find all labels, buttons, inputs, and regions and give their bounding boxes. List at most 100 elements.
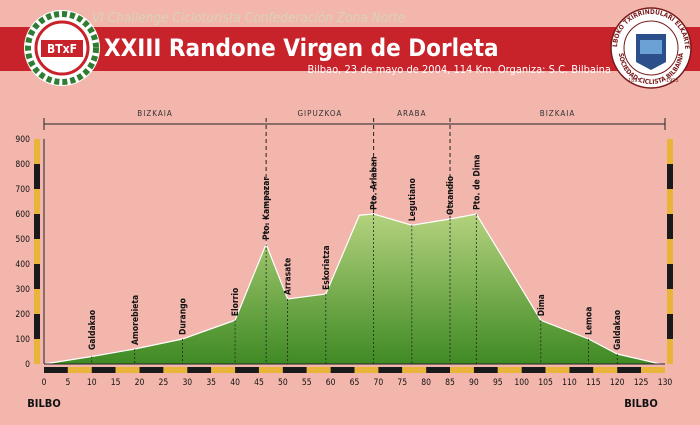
y-axis-bar-segment (667, 139, 673, 164)
place-label: Dima (537, 294, 547, 316)
x-axis-bar-segment (402, 367, 427, 373)
y-axis-bar-segment (667, 239, 673, 264)
y-tick-label: 600 (15, 210, 30, 220)
x-axis-bar-segment (545, 367, 570, 373)
y-axis-bar-segment (667, 164, 673, 189)
x-tick-label: 25 (159, 378, 169, 388)
x-tick-label: 10 (87, 378, 97, 388)
x-tick-label: 130 (658, 378, 673, 388)
x-axis-bar-segment (521, 367, 546, 373)
x-tick-label: 95 (493, 378, 503, 388)
x-axis-bar-segment (497, 367, 522, 373)
y-tick-label: 0 (25, 360, 30, 370)
y-axis-bar-segment (34, 314, 40, 339)
y-tick-label: 400 (15, 260, 30, 270)
y-axis-bar-segment (667, 214, 673, 239)
place-label: Galdakao (613, 310, 623, 350)
place-label: Durango (179, 298, 189, 335)
x-axis-bar-segment (569, 367, 594, 373)
x-tick-label: 5 (65, 378, 70, 388)
region-label: BIZKAIA (137, 109, 173, 118)
place-label: Otxandio (446, 176, 456, 215)
x-tick-label: 120 (610, 378, 625, 388)
y-axis: 0 100 200 300 400 500 600 700 800 900 (15, 135, 673, 370)
x-tick-label: 115 (586, 378, 601, 388)
x-axis-bar-segment (426, 367, 451, 373)
place-labels: Galdakao Amorebieta Durango Elorrio Pto. Kam… (88, 155, 623, 364)
place-label: Elorrio (231, 288, 241, 317)
x-tick-label: 50 (278, 378, 288, 388)
x-axis-bar-segment (258, 367, 283, 373)
right-logo-year-left: 1895 (628, 78, 641, 84)
profile-point (358, 214, 361, 217)
place-label: Arrasate (284, 258, 294, 295)
club-logo-left: BTxF (24, 10, 100, 86)
x-axis-bar-segment (617, 367, 642, 373)
y-axis-bar-segment (667, 289, 673, 314)
y-axis-bar-segment (34, 339, 40, 364)
x-axis-bar-segment (593, 367, 618, 373)
x-axis-bar-segment (306, 367, 331, 373)
event-title: XXIII Randone Virgen de Dorleta (104, 34, 499, 62)
place-label: Amorebieta (131, 295, 141, 345)
x-axis-bar-segment (450, 367, 474, 373)
y-axis-bar-segment (34, 289, 40, 314)
x-tick-label: 80 (421, 378, 431, 388)
x-axis-bar-segment (67, 367, 92, 373)
x-tick-label: 40 (230, 378, 240, 388)
x-axis-bar-segment (378, 367, 403, 373)
event-subtitle: Bilbao, 23 de mayo de 2004, 114 Km. Orga… (307, 63, 611, 76)
x-axis-bar-segment (91, 367, 116, 373)
x-axis: 0 5 10 15 20 25 30 35 40 45 50 55 60 65 70 75 80 85 90 95 10… (42, 363, 673, 388)
x-tick-label: 30 (182, 378, 192, 388)
y-axis-bar-segment (667, 189, 673, 214)
club-logo-letters: BTxF (47, 42, 77, 56)
y-axis-bar-segment (667, 339, 673, 364)
y-axis-bar-segment (34, 264, 40, 289)
region-label: BIZKAIA (540, 109, 576, 118)
x-axis-bar-segment (163, 367, 188, 373)
x-tick-label: 105 (538, 378, 553, 388)
region-label: ARABA (397, 109, 426, 118)
right-logo-year-right: 1995 (666, 78, 679, 84)
place-label: Pto. Kampazar (262, 177, 272, 240)
x-tick-label: 90 (469, 378, 479, 388)
x-axis-bar-segment (473, 367, 498, 373)
x-tick-label: 45 (254, 378, 264, 388)
region-label: GIPUZKOA (297, 109, 342, 118)
place-label: Galdakao (88, 310, 98, 350)
start-label: BILBO (27, 397, 60, 410)
y-tick-label: 100 (15, 335, 30, 345)
x-axis-bar-segment (211, 367, 236, 373)
x-axis-bar-segment (330, 367, 355, 373)
y-tick-label: 500 (15, 235, 30, 245)
y-tick-label: 900 (15, 135, 30, 145)
y-tick-label: 800 (15, 160, 30, 170)
x-tick-label: 125 (634, 378, 649, 388)
y-tick-label: 700 (15, 185, 30, 195)
x-axis-bar-segment (115, 367, 140, 373)
finish-label: BILBO (624, 397, 657, 410)
x-tick-label: 60 (326, 378, 336, 388)
x-tick-label: 55 (302, 378, 312, 388)
x-axis-bar-segment (44, 367, 68, 373)
y-axis-bar-segment (667, 264, 673, 289)
y-axis-bar-segment (667, 314, 673, 339)
endpoint-labels: BILBO BILBO (27, 397, 657, 410)
x-axis-bar-segment (187, 367, 212, 373)
x-tick-label: 65 (350, 378, 360, 388)
place-label: Pto. de Dima (472, 155, 482, 211)
x-axis-bar-segment (235, 367, 259, 373)
place-label: Legutiano (408, 178, 418, 221)
x-axis-bar-segment (354, 367, 379, 373)
y-axis-bar-segment (34, 239, 40, 264)
x-axis-bar-segment (282, 367, 307, 373)
place-label: Pto. Arlaban (370, 156, 380, 210)
x-tick-label: 15 (111, 378, 121, 388)
place-label: Lemoa (585, 307, 595, 335)
profile-area (44, 214, 661, 364)
y-axis-bar-segment (34, 189, 40, 214)
place-label: Eskoriatza (322, 245, 332, 290)
